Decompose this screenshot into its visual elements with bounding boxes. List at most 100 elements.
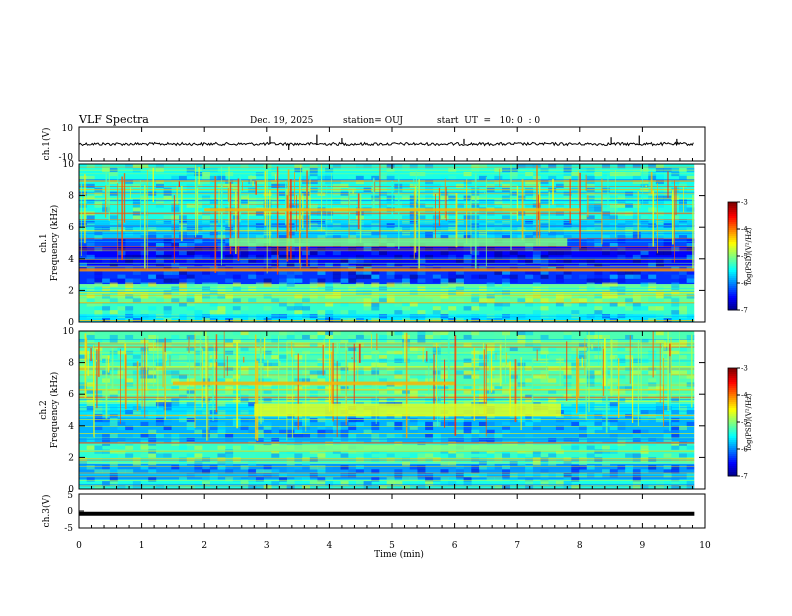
spec-cell [578,346,587,352]
spec-cell [271,183,280,188]
x-tick-label: 4 [327,541,333,551]
colorbar-segment [728,270,737,273]
spec-cell [509,274,518,279]
spec-cell [409,378,418,383]
colorbar-segment [728,242,737,245]
spec-cell [632,382,641,387]
spec-cell [509,374,518,379]
spec-cell [263,278,272,283]
spec-cell [602,195,611,200]
chart-date: Dec. 19, 2025 [250,116,314,126]
spec-cell [340,258,349,264]
spec-cell [148,461,157,466]
spec-cell [371,366,380,371]
spec-cell [632,164,641,169]
spec-cell [586,175,595,181]
spec-cell [555,485,564,490]
spec-cell [186,342,195,348]
spec-cell [202,410,211,415]
spec-cell [248,362,257,367]
spec-cell [317,374,326,379]
spec-cell [486,342,495,348]
spec-cell [155,338,164,344]
colorbar-segment [728,452,737,455]
spec-cell [386,433,395,438]
spec-cell [317,235,326,240]
spec-cell [409,278,418,283]
spec-cell [578,219,587,224]
spec-cell [648,282,657,287]
spec-cell [517,195,526,200]
spec-cell [278,262,287,267]
spec-cell [571,298,580,303]
spec-cell [525,331,534,336]
spec-cell [125,469,134,474]
spec-cell [486,183,495,188]
spec-cell [148,453,157,458]
colorbar-segment [728,304,737,307]
spec-cell [686,354,695,359]
spec-cell [340,453,349,458]
spec-cell [232,258,241,264]
spec-cell [594,306,603,311]
spec-cell [494,374,503,379]
spec-cell [678,235,687,240]
spec-cell [355,465,364,470]
colorbar-segment [728,440,737,443]
spec-cell [509,250,518,256]
spec-cell [532,449,541,454]
spec-cell [455,398,464,403]
spec-cell [109,374,118,379]
spec-cell [548,203,557,208]
colorbar-segment [728,400,737,403]
spec-cell [640,274,649,279]
spec-cell [532,453,541,458]
spec-cell [155,358,164,363]
spec-cell [425,164,434,169]
spec-cell [309,390,318,395]
spec-cell [125,334,134,340]
spec-cell [617,278,626,283]
spec-cell [686,469,695,474]
spec-cell [317,331,326,336]
spec-cell [671,485,680,490]
spec-cell [348,258,357,264]
spec-cell [155,370,164,375]
spec-cell [332,235,341,240]
spec-cell [617,254,626,260]
spec-cell [278,437,287,442]
spec-cell [317,481,326,486]
spec-cell [302,342,311,348]
spec-cell [378,370,387,375]
spec-cell [417,278,426,283]
spec-cell [178,243,187,248]
spec-cell [132,433,141,438]
spec-cell [332,274,341,279]
spec-cell [394,481,403,486]
spec-cell [355,282,364,287]
spec-cell [625,346,634,352]
spec-cell [240,417,249,423]
spec-cell [502,215,511,220]
spec-cell [525,477,534,482]
spec-cell [417,215,426,220]
spec-cell [125,370,134,375]
spec-cell [471,358,480,363]
spec-cell [686,294,695,299]
spec-cell [148,306,157,311]
spec-cell [140,465,149,470]
spec-cell [263,164,272,169]
spec-cell [140,164,149,169]
spec-cell [394,390,403,395]
spec-cell [155,175,164,181]
spec-cell [478,437,487,442]
colorbar-tick-label: -7 [741,473,748,481]
spec-cell [478,298,487,303]
spec-cell [686,270,695,275]
spec-cell [309,262,318,267]
spec-cell [94,274,103,279]
spec-cell [478,394,487,399]
spec-cell [255,378,264,383]
spec-cell [478,449,487,454]
ch1-spectrogram-heatmap [79,163,705,323]
